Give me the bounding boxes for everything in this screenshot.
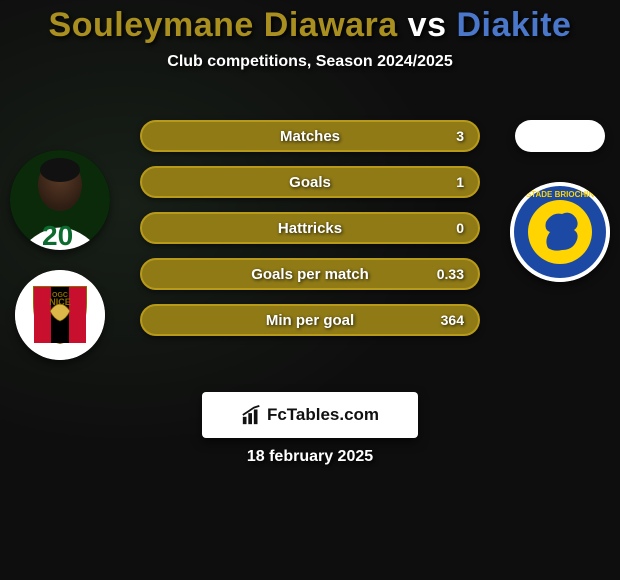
stat-bar-gpm: Goals per match 0.33 — [140, 258, 480, 290]
player2-club-badge: STADE BRIOCHIN — [510, 182, 610, 282]
svg-text:STADE BRIOCHIN: STADE BRIOCHIN — [526, 190, 595, 199]
svg-text:NICE: NICE — [49, 297, 71, 307]
stat-label: Goals per match — [251, 266, 369, 283]
left-avatar-column: 20 OGC NICE — [10, 150, 110, 360]
title-player1: Souleymane Diawara — [49, 6, 398, 44]
stade-briochin-icon: STADE BRIOCHIN — [510, 182, 610, 282]
stat-right-value: 3 — [456, 128, 464, 144]
brand-link[interactable]: FcTables.com — [202, 392, 418, 438]
stat-label: Matches — [280, 128, 340, 145]
stat-bar-goals: Goals 1 — [140, 166, 480, 198]
jersey-number: 20 — [42, 220, 73, 250]
player1-avatar: 20 — [10, 150, 110, 250]
title-player2: Diakite — [456, 6, 571, 44]
page-title: Souleymane Diawara vs Diakite — [0, 0, 620, 45]
player1-club-badge: OGC NICE — [15, 270, 105, 360]
stat-label: Min per goal — [266, 312, 354, 329]
content-root: Souleymane Diawara vs Diakite Club compe… — [0, 0, 620, 580]
stat-bar-mpg: Min per goal 364 — [140, 304, 480, 336]
player2-pill — [515, 120, 605, 152]
ogc-nice-icon: OGC NICE — [15, 270, 105, 360]
title-vs: vs — [408, 6, 447, 44]
subtitle: Club competitions, Season 2024/2025 — [0, 53, 620, 71]
stat-right-value: 0 — [456, 220, 464, 236]
player1-avatar-svg: 20 — [10, 150, 110, 250]
stat-right-value: 0.33 — [437, 266, 464, 282]
right-avatar-column: STADE BRIOCHIN — [510, 120, 610, 282]
date-label: 18 february 2025 — [247, 448, 373, 466]
brand-text: FcTables.com — [267, 405, 379, 425]
stat-right-value: 364 — [441, 312, 464, 328]
stat-bar-matches: Matches 3 — [140, 120, 480, 152]
stat-bar-hattricks: Hattricks 0 — [140, 212, 480, 244]
stat-label: Goals — [289, 174, 331, 191]
stat-right-value: 1 — [456, 174, 464, 190]
stat-label: Hattricks — [278, 220, 342, 237]
stat-bars: Matches 3 Goals 1 Hattricks 0 Goals per … — [140, 120, 480, 350]
chart-icon — [241, 404, 263, 426]
